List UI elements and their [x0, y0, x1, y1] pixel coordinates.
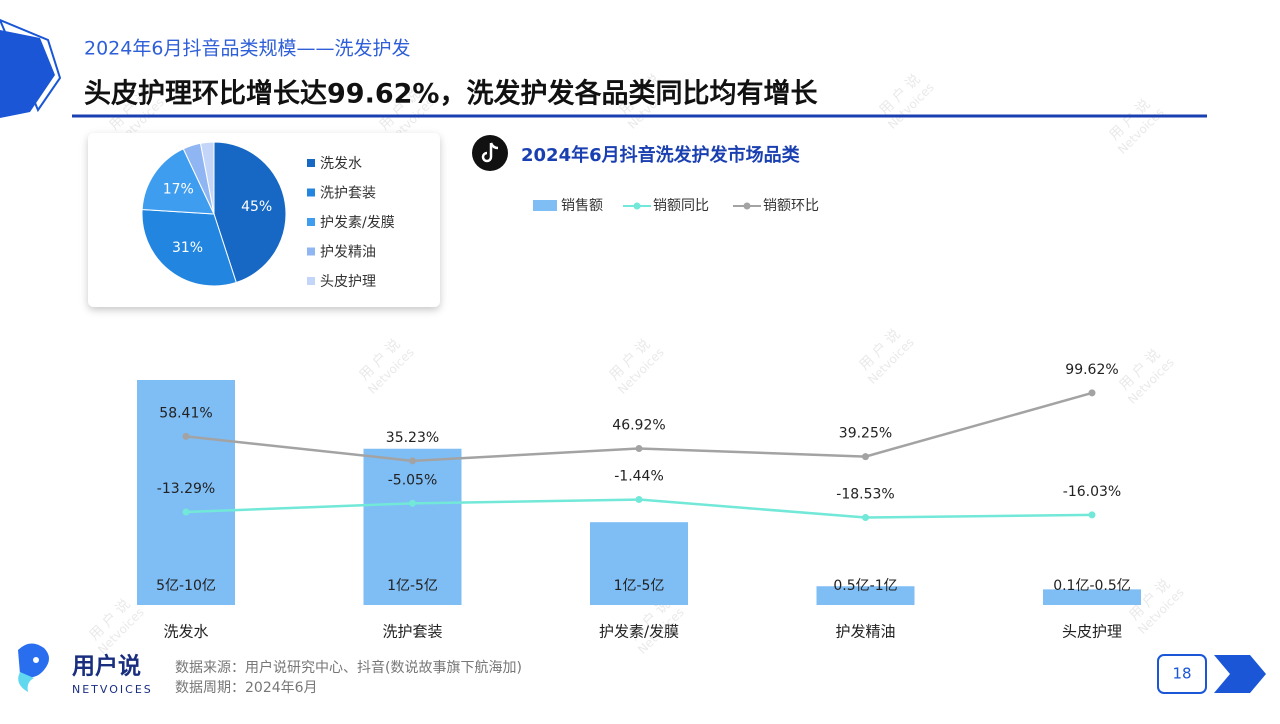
bar-label: 1亿-5亿: [614, 578, 665, 594]
legend-label: 护发精油: [320, 245, 376, 261]
bar-label: 0.1亿-0.5亿: [1053, 578, 1131, 594]
pie-slice: [141, 148, 215, 215]
line-label: 46.92%: [612, 417, 665, 433]
line-point: [409, 499, 416, 507]
legend-label: 洗护套装: [320, 186, 376, 202]
line-point: [862, 514, 869, 522]
x-tick-label: 洗发水: [163, 623, 208, 641]
bar-label: 1亿-5亿: [387, 578, 438, 594]
line-point: [635, 496, 643, 504]
page-number: 18: [1172, 665, 1191, 683]
bar: [1043, 589, 1141, 605]
line-point: [182, 508, 190, 516]
bar-label: 0.5亿-1亿: [833, 578, 897, 594]
line-label: -13.29%: [157, 481, 215, 497]
bar: [816, 586, 915, 605]
x-tick-label: 护发精油: [835, 623, 895, 641]
line-label: -16.03%: [1063, 484, 1121, 500]
legend-label: 销额环比: [763, 198, 819, 214]
legend-swatch: [307, 247, 315, 256]
legend-label: 头皮护理: [320, 274, 376, 290]
pie-label: 45%: [241, 199, 272, 215]
tiktok-glyph: [481, 142, 499, 163]
logo-en: NETVOICES: [72, 683, 153, 696]
legend-dot: [743, 202, 751, 210]
line-label: -18.53%: [836, 487, 894, 503]
bar: [590, 522, 688, 605]
legend-swatch: [533, 200, 557, 211]
legend-label: 护发素/发膜: [320, 215, 395, 231]
line-point: [1088, 511, 1096, 519]
bar: [363, 448, 462, 605]
line-label: -5.05%: [388, 472, 438, 488]
line-label: 58.41%: [159, 405, 212, 421]
line-label: -1.44%: [614, 469, 664, 485]
page-arrow: [1214, 655, 1266, 693]
source: 数据来源：用户说研究中心、抖音(数说故事旗下航海加): [175, 659, 522, 676]
legend-label: 销售额: [561, 198, 603, 214]
chart-title: 2024年6月抖音洗发护发市场品类: [521, 144, 801, 166]
page-box: [1157, 654, 1207, 694]
logo-eye: [33, 657, 39, 663]
legend-swatch: [307, 188, 315, 197]
x-tick-label: 洗护套装: [382, 623, 442, 641]
bar: [137, 380, 235, 605]
line-point: [635, 444, 643, 452]
line-point: [409, 457, 416, 465]
x-tick-label: 护发素/发膜: [599, 623, 679, 641]
line-point: [1088, 389, 1096, 397]
line-label: 39.25%: [839, 426, 892, 442]
logo-text: 用户说: [72, 653, 141, 680]
legend-swatch: [307, 159, 315, 167]
corner-deco: [0, 30, 55, 118]
corner-deco-outline: [0, 18, 62, 113]
title: 头皮护理环比增长达99.62%，洗发护发各品类同比均有增长: [84, 78, 818, 110]
line-point: [182, 432, 190, 440]
pie-label: 17%: [163, 182, 194, 198]
x-tick-label: 头皮护理: [1062, 623, 1122, 641]
logo-tail: [18, 672, 34, 692]
pie-slice: [141, 208, 237, 287]
subtitle: 2024年6月抖音品类规模——洗发护发: [84, 38, 410, 60]
legend-dot: [633, 202, 641, 210]
line-point: [862, 453, 869, 461]
pie-slice: [213, 141, 287, 284]
line-label: 99.62%: [1065, 362, 1118, 378]
legend-swatch: [307, 277, 315, 285]
bar-label: 5亿-10亿: [156, 578, 216, 594]
pie-slice: [199, 141, 215, 215]
line-label: 35.23%: [386, 430, 439, 446]
pie-label: 31%: [172, 240, 203, 256]
legend-label: 销额同比: [653, 198, 709, 214]
period: 数据周期：2024年6月: [175, 680, 318, 696]
legend-label: 洗发水: [320, 156, 362, 172]
legend-swatch: [307, 218, 315, 226]
